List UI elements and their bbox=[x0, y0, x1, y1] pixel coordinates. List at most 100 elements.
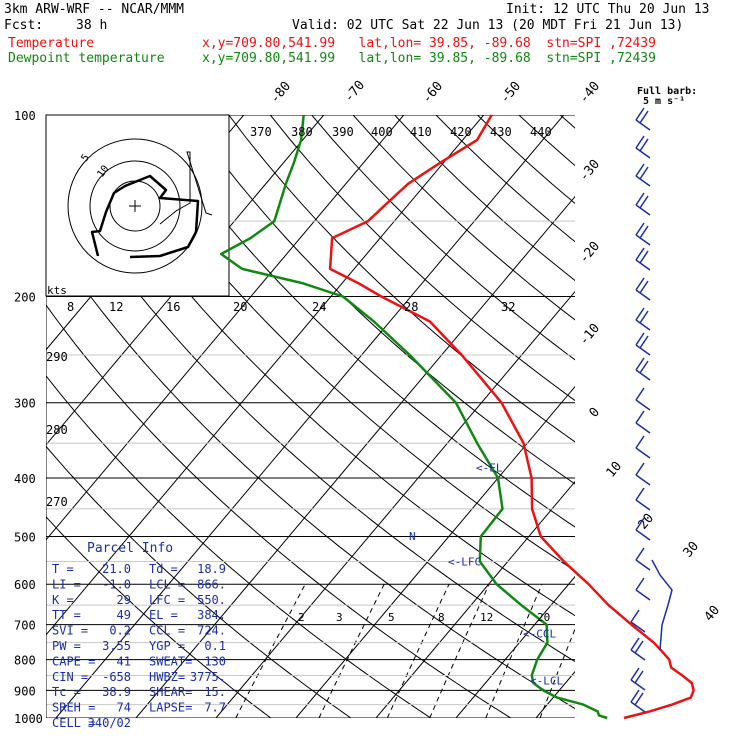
mixing-ratio-lines bbox=[235, 583, 575, 718]
isotherm-label: 0 bbox=[587, 405, 604, 421]
dry-adiabat bbox=[145, 115, 575, 718]
wind-barb-flag bbox=[635, 107, 645, 121]
dry-adiabat bbox=[46, 115, 289, 718]
parcel-value: 550. bbox=[197, 593, 226, 607]
parcel-value: 49 bbox=[117, 608, 131, 622]
hodograph-trace bbox=[90, 174, 200, 259]
isotherm-label: -80 bbox=[268, 79, 295, 107]
wind-barb-staff bbox=[630, 649, 646, 661]
parcel-value: -658 bbox=[102, 670, 131, 684]
hodograph-speed-label: 24 bbox=[312, 300, 326, 314]
theta-label: 270 bbox=[46, 495, 68, 509]
theta-label: 370 bbox=[250, 125, 272, 139]
pressure-tick-label: 900 bbox=[14, 684, 36, 698]
isotherm-label: 20 bbox=[636, 511, 658, 533]
parcel-value: 38.9 bbox=[102, 685, 131, 699]
parcel-label: CAPE = bbox=[52, 654, 95, 668]
level-marker-el: <-EL bbox=[476, 461, 503, 474]
dry-adiabat bbox=[46, 115, 532, 718]
wind-barb-flag bbox=[639, 280, 649, 294]
wind-barb-flag bbox=[635, 222, 645, 236]
init-time: Init: 12 UTC Thu 20 Jun 13 bbox=[506, 2, 710, 17]
temperature-location: x,y=709.80,541.99 lat,lon= 39.85, -89.68… bbox=[202, 36, 656, 51]
isotherm-line bbox=[55, 115, 565, 718]
dry-adiabat bbox=[269, 115, 575, 718]
hodograph-ring bbox=[67, 138, 203, 274]
temperature-profile bbox=[328, 114, 695, 720]
hodograph-speed-label: 20 bbox=[233, 300, 247, 314]
wind-barb-staff bbox=[635, 474, 651, 486]
wind-barb-flag bbox=[635, 247, 645, 261]
dry-adiabat bbox=[477, 115, 575, 718]
isotherm-line bbox=[0, 115, 4, 718]
wind-barb-staff bbox=[635, 399, 651, 411]
forecast-hour: 38 h bbox=[76, 18, 108, 33]
parcel-label: SWEAT= bbox=[149, 654, 192, 668]
wind-barb-staff bbox=[635, 319, 651, 331]
wind-barb-flag bbox=[634, 692, 644, 706]
wind-barb-flag bbox=[635, 462, 645, 476]
pressure-tick-label: 300 bbox=[14, 397, 36, 411]
level-markers: <-EL <-LFC <-CCL <-LCL N bbox=[409, 461, 563, 687]
isotherm-line bbox=[46, 115, 325, 718]
parcel-label: Tc = bbox=[52, 685, 81, 699]
hodograph-units: kts bbox=[47, 284, 67, 297]
mixing-ratio-line bbox=[539, 584, 575, 718]
parcel-value: 74 bbox=[117, 701, 131, 715]
theta-label: 440 bbox=[530, 125, 552, 139]
pressure-tick-label: 700 bbox=[14, 619, 36, 633]
dry-adiabat bbox=[186, 115, 575, 718]
forecast-label: Fcst: bbox=[4, 18, 44, 33]
wind-barb-staff bbox=[635, 529, 651, 541]
parcel-label: PW = bbox=[52, 639, 81, 653]
theta-label: 280 bbox=[46, 423, 68, 437]
dry-adiabat bbox=[228, 115, 575, 718]
theta-label: 400 bbox=[371, 125, 393, 139]
pressure-tick-label: 100 bbox=[14, 109, 36, 123]
isotherm-line bbox=[455, 115, 575, 718]
dry-adiabat bbox=[46, 115, 370, 718]
wind-barb-flag bbox=[635, 577, 645, 591]
isotherm-line bbox=[295, 115, 575, 718]
parcel-label: CCL = bbox=[149, 624, 185, 638]
mixing-ratio-label: 3 bbox=[336, 611, 343, 624]
parcel-value: 0.1 bbox=[204, 639, 226, 653]
hodograph-speed-label: 12 bbox=[109, 300, 123, 314]
parcel-label: T = bbox=[52, 562, 74, 576]
pressure-tick-label: 500 bbox=[14, 530, 36, 544]
dry-adiabat bbox=[46, 115, 575, 718]
wind-barb-staff bbox=[635, 289, 651, 301]
pressure-tick-label: 200 bbox=[14, 291, 36, 305]
parcel-label: YGP = bbox=[149, 639, 185, 653]
wind-barb-staff bbox=[635, 234, 651, 246]
pressure-tick-label: 400 bbox=[14, 472, 36, 486]
parcel-label: SHEAR= bbox=[149, 685, 192, 699]
parcel-value: 21.0 bbox=[102, 562, 131, 576]
wind-barb-staff bbox=[635, 559, 651, 571]
model-title: 3km ARW-WRF -- NCAR/MMM bbox=[4, 2, 185, 17]
wind-barb-flag bbox=[634, 670, 644, 684]
mixing-ratio-line bbox=[485, 584, 543, 718]
hodograph-trace-thin bbox=[159, 151, 213, 225]
parcel-value: 724. bbox=[197, 624, 226, 638]
wind-barb-flag bbox=[639, 195, 649, 209]
parcel-label: Td = bbox=[149, 562, 178, 576]
parcel-label: EL = bbox=[149, 608, 178, 622]
parcel-info-title: Parcel Info bbox=[87, 541, 173, 556]
dry-adiabat bbox=[602, 115, 740, 731]
isotherm-line bbox=[46, 115, 405, 718]
isotherms bbox=[0, 115, 575, 718]
wind-barb-staff bbox=[635, 344, 651, 356]
barb-legend-line2: 5 m s⁻¹ bbox=[643, 96, 685, 107]
parcel-value: 29 bbox=[117, 593, 131, 607]
isotherm-label: -60 bbox=[420, 79, 447, 107]
wind-barb-staff bbox=[651, 559, 673, 651]
wind-barb-flag bbox=[630, 667, 640, 681]
mixing-ratio-line bbox=[429, 583, 490, 718]
isotherm-label: -40 bbox=[577, 79, 604, 107]
wind-barb-flag bbox=[639, 335, 649, 349]
wind-barb-flag bbox=[635, 277, 645, 291]
parcel-value: 3775. bbox=[190, 670, 226, 684]
wind-barb-flag bbox=[635, 410, 645, 424]
dry-adiabat bbox=[46, 115, 451, 718]
